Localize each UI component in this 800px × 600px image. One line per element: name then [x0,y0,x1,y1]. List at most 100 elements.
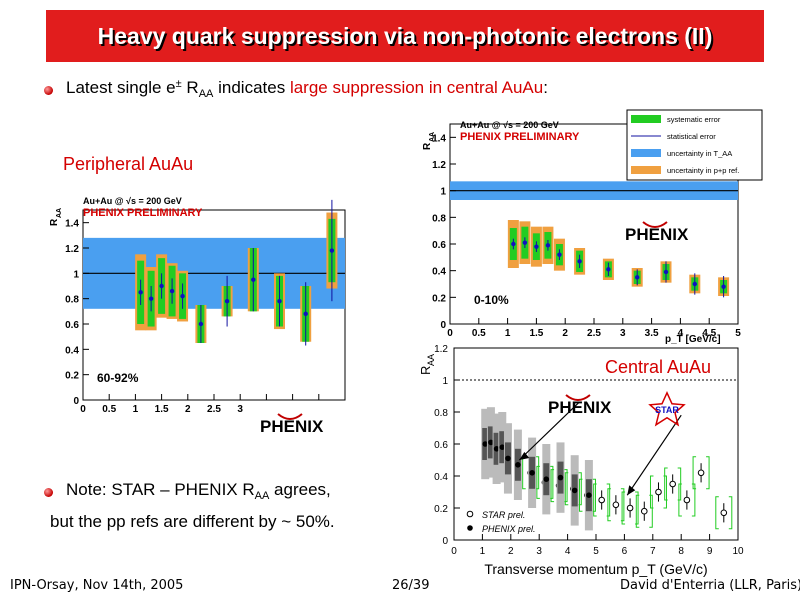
star-data-point [683,496,691,504]
footer-page-number: 26/39 [392,578,430,593]
legend-swatch [631,149,661,157]
y-axis-label-sub: AA [426,354,436,366]
y-tick-label: 1 [73,269,79,280]
data-point [511,241,516,247]
y-tick-label: 0.2 [65,371,79,382]
phenix-data-point [515,462,521,468]
phenix-data-point [586,492,592,498]
annotation-arrowhead [519,452,530,460]
x-tick-label: 2.5 [587,328,601,339]
centrality-label: 60-92% [97,371,139,385]
phenix-data-point [571,487,578,494]
y-tick-label: 0.6 [65,320,79,331]
note-line-1-pre: Note: STAR – PHENIX R [66,480,255,499]
data-point [198,321,204,327]
data-point [522,240,528,245]
y-axis-label-sub: AA [429,132,436,142]
data-point [545,243,551,248]
legend-phenix-marker [467,525,473,531]
x-tick-label: 5 [735,328,741,339]
legend-star-marker [466,510,474,518]
bullet-1-highlight: large suppression in central AuAu [289,78,544,97]
x-tick-label: 4 [565,546,571,557]
legend-phenix-label: PHENIX prel. [482,524,536,534]
star-data-point [669,480,676,488]
y-tick-label: 1 [442,376,448,387]
data-point [180,293,185,299]
x-tick-label: 0 [80,404,86,415]
data-point [159,283,164,289]
bullet-1-raa: R [186,78,199,97]
x-tick-label: 6 [622,546,628,557]
x-axis-label: p_T [GeV/c] [665,334,721,345]
y-tick-label: 0.6 [432,240,446,251]
x-tick-label: 0 [447,328,453,339]
y-tick-label: 1.4 [65,219,79,230]
x-tick-label: 4.5 [702,328,716,339]
legend-swatch [631,166,661,174]
y-tick-label: 1.2 [434,344,448,355]
x-tick-label: 9 [707,546,713,557]
phenix-data-point [557,474,564,481]
phenix-logo: PHENIX [260,417,324,436]
x-tick-label: 1 [505,328,511,339]
centrality-label: 0-10% [474,293,509,307]
star-data-point [697,469,705,477]
x-tick-label: 7 [650,546,656,557]
x-tick-label: 3 [237,404,243,415]
y-tick-label: 1.4 [432,133,446,144]
data-point [169,288,175,294]
data-point [635,275,640,280]
annotation-arrow [626,414,682,496]
footer-right: David d'Enterria (LLR, Paris) [620,578,800,593]
note-line-1-post: agrees, [269,480,331,499]
y-tick-label: 0.4 [432,267,446,278]
y-tick-label: 1.2 [65,244,79,255]
data-point [534,244,539,249]
annotation-arrowhead [627,485,636,496]
phenix-logo: PHENIX [548,398,612,417]
chart-header: Au+Au @ √s = 200 GeV [460,120,559,130]
star-systematic-bracket [715,496,733,530]
bullet-1-text: Latest single e± RAA indicates large sup… [66,78,548,100]
x-tick-label: 1.5 [155,404,169,415]
data-point [577,259,582,264]
preliminary-label: PHENIX PRELIMINARY [460,131,580,143]
phenix-data-point [488,439,494,446]
x-tick-label: 1.5 [529,328,543,339]
phenix-logo-arc [277,413,303,420]
legend-entry: statistical error [667,132,716,141]
x-tick-label: 5 [593,546,599,557]
data-point [148,296,154,301]
phenix-data-point [529,470,535,476]
x-tick-label: 4 [678,328,684,339]
phenix-data-point [505,455,511,462]
x-tick-label: 0.5 [472,328,486,339]
x-tick-label: 10 [732,546,744,557]
legend-entry: uncertainty in T_AA [667,149,732,158]
slide-title-bar: Heavy quark suppression via non-photonic… [46,10,764,62]
data-point [606,267,611,272]
bullet-1-icon [44,86,53,95]
phenix-data-point [482,441,489,447]
data-point [251,277,256,282]
phenix-data-point [543,476,550,482]
slide-title: Heavy quark suppression via non-photonic… [97,22,713,49]
data-point [692,281,697,287]
x-tick-label: 3.5 [645,328,659,339]
x-tick-label: 2 [185,404,191,415]
data-point [663,269,669,275]
y-tick-label: 0.8 [65,295,79,306]
x-axis-label: Transverse momentum p_T (GeV/c) [484,561,707,577]
data-point [224,299,230,304]
y-tick-label: 1 [440,187,446,198]
chart-title: Central AuAu [605,357,711,377]
x-tick-label: 0.5 [102,404,116,415]
note-line-1-sub: AA [254,490,270,502]
y-tick-label: 0 [73,396,79,407]
y-tick-label: 0.8 [434,408,448,419]
y-axis-label: R [422,142,433,150]
x-tick-label: 8 [678,546,684,557]
x-tick-label: 2 [508,546,514,557]
data-point [721,284,726,289]
